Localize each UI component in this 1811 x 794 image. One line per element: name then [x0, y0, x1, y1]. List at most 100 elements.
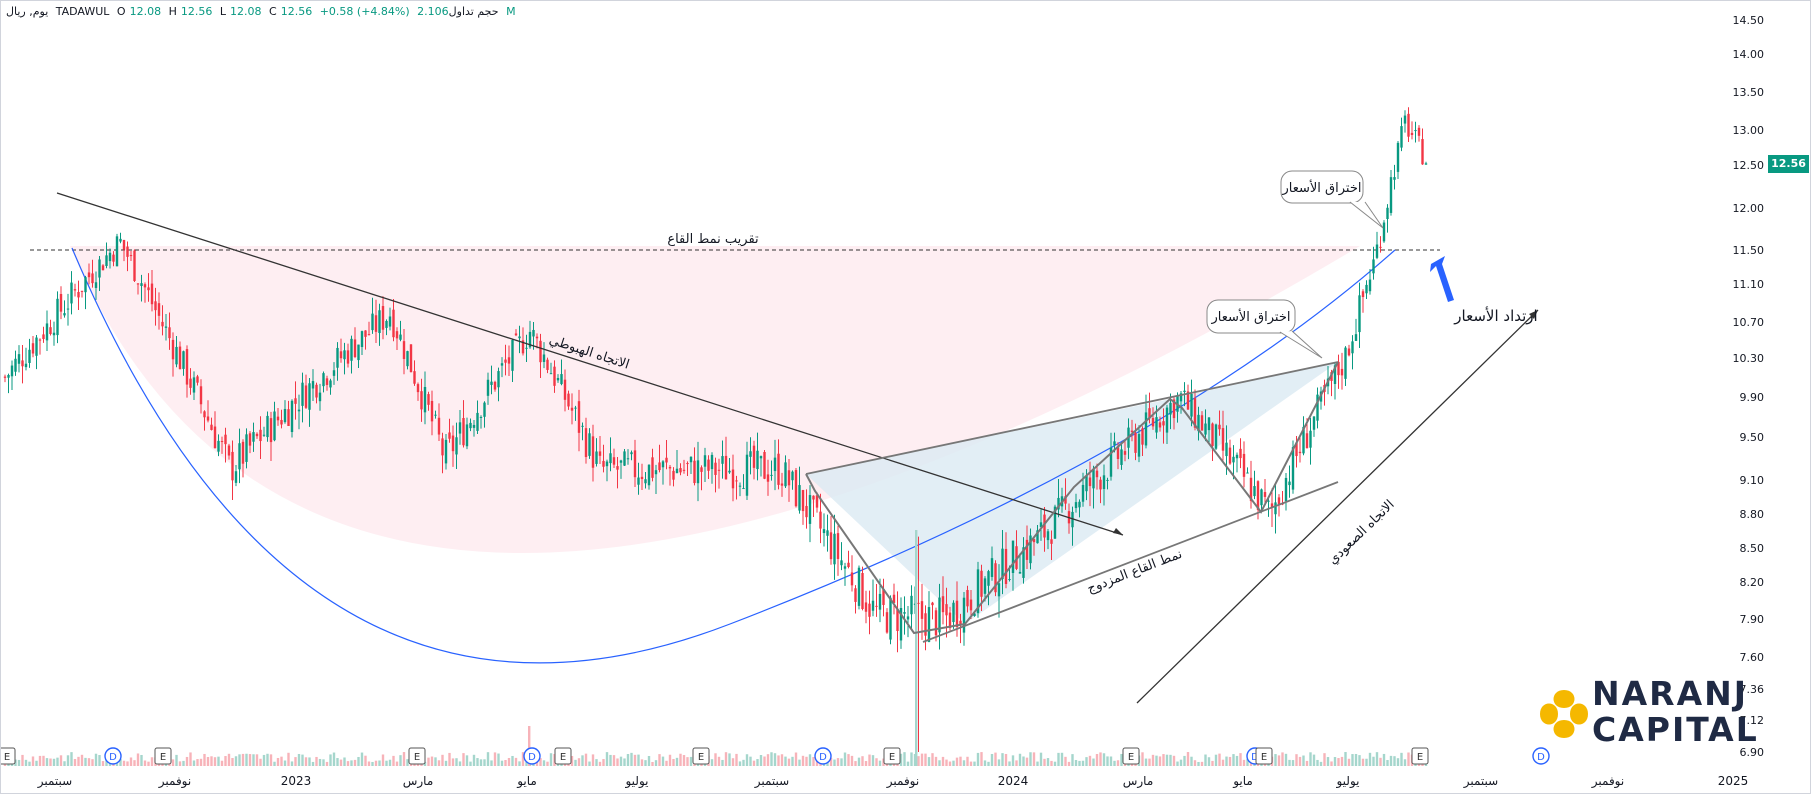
- volume-bar: [1071, 754, 1074, 766]
- candle-body: [1256, 481, 1260, 510]
- volume-bar: [1396, 758, 1400, 766]
- volume-bar: [934, 756, 938, 766]
- candle-body: [241, 441, 245, 464]
- candle-body: [402, 341, 406, 359]
- candle-body: [840, 560, 843, 566]
- candle-body: [1221, 428, 1225, 451]
- candle-body: [721, 456, 724, 464]
- volume-bar: [1218, 753, 1221, 766]
- candle-body: [1375, 244, 1379, 258]
- volume-bar: [238, 754, 241, 766]
- volume-bar: [367, 761, 371, 766]
- volume-bar: [70, 752, 73, 766]
- candle-body: [381, 306, 385, 330]
- volume-bar: [623, 758, 626, 766]
- volume-bar: [287, 752, 290, 766]
- volume-bar: [24, 759, 28, 766]
- volume-bar: [17, 759, 21, 766]
- candle-body: [245, 434, 248, 462]
- candle-body: [77, 291, 80, 298]
- volume-bar: [1393, 756, 1396, 766]
- volume-bar: [1109, 756, 1113, 766]
- candle-body: [1358, 295, 1361, 333]
- candle-body: [318, 392, 322, 402]
- price-tick-label: 11.10: [1733, 278, 1765, 291]
- symbol-name[interactable]: يوم, ريال: [6, 5, 49, 18]
- candle-body: [262, 434, 266, 436]
- candle-body: [70, 282, 73, 304]
- volume-bar: [507, 757, 511, 766]
- volume-bar: [101, 761, 105, 766]
- candle-body: [1382, 222, 1386, 242]
- candle-body: [168, 327, 171, 339]
- price-tick-label: 11.50: [1733, 244, 1765, 257]
- candle-body: [1249, 477, 1253, 502]
- volume-bar: [1295, 754, 1298, 766]
- candle-body: [927, 607, 931, 642]
- candle-body: [784, 462, 787, 487]
- candle-body: [472, 424, 476, 428]
- candle-body: [1214, 424, 1218, 449]
- pullback-label: ارتداد الأسعار: [1453, 306, 1537, 325]
- volume-bar: [63, 761, 66, 766]
- candle-body: [1134, 432, 1137, 453]
- candle-body: [91, 273, 94, 284]
- volume-bar: [833, 759, 836, 766]
- volume-bar: [899, 753, 903, 766]
- volume-bar: [1365, 758, 1368, 766]
- candle-body: [563, 379, 567, 400]
- volume-bar: [329, 754, 332, 766]
- candle-body: [773, 457, 777, 472]
- volume-bar: [1190, 756, 1193, 766]
- volume-bar: [640, 759, 644, 766]
- candle-body: [882, 589, 885, 605]
- candle-body: [556, 377, 560, 381]
- candle-body: [588, 433, 591, 456]
- candle-body: [1291, 447, 1295, 490]
- volume-bar: [679, 753, 682, 766]
- candle-body: [290, 400, 294, 433]
- volume-bar: [773, 753, 777, 766]
- last-price-tag: 12.56: [1768, 155, 1809, 173]
- volume-bar: [308, 757, 311, 766]
- volume-bar: [266, 753, 269, 766]
- volume-bar: [479, 759, 483, 766]
- neckline-label: تقريب نمط القاع: [667, 232, 759, 247]
- volume-bar: [437, 760, 441, 766]
- candle-body: [1099, 479, 1102, 490]
- candle-body: [1095, 470, 1099, 478]
- time-axis-label: سبتمبر: [37, 774, 72, 789]
- candle-body: [24, 363, 28, 368]
- volume-bar: [1375, 752, 1379, 766]
- candle-body: [798, 485, 801, 511]
- volume-bar: [542, 760, 546, 766]
- volume-bar: [1400, 752, 1403, 766]
- candle-body: [889, 597, 892, 640]
- volume-bar: [1288, 759, 1291, 766]
- candle-body: [385, 320, 388, 328]
- candle-body: [794, 470, 798, 507]
- candle-body: [640, 476, 644, 480]
- candle-body: [707, 459, 710, 471]
- candle-body: [574, 407, 577, 409]
- volume-bar: [49, 758, 52, 766]
- volume-bar: [406, 759, 409, 766]
- candle-body: [945, 604, 948, 616]
- candle-body: [7, 374, 10, 378]
- volume-bar: [273, 761, 276, 766]
- candle-body: [108, 252, 112, 262]
- volume-bar: [871, 755, 875, 766]
- candle-body: [549, 373, 553, 375]
- volume-bar: [1379, 757, 1382, 766]
- volume-bar: [346, 761, 350, 766]
- candle-body: [654, 470, 658, 475]
- candle-body: [287, 409, 290, 426]
- candle-body: [791, 471, 794, 481]
- volume-bar: [1043, 758, 1046, 766]
- volume-bar: [378, 760, 381, 766]
- volume-bar: [1064, 756, 1067, 766]
- candle-body: [1046, 531, 1050, 541]
- volume-bar: [626, 754, 630, 766]
- volume-bar: [1053, 761, 1057, 766]
